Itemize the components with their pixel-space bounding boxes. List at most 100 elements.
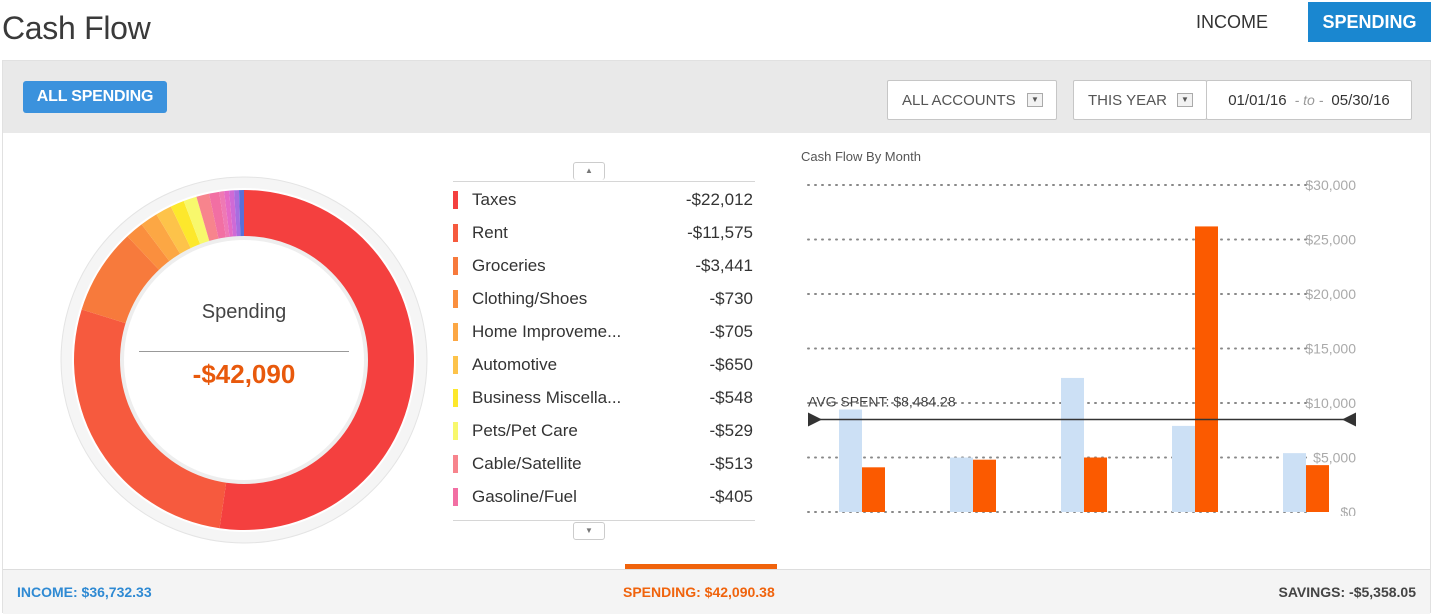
y-tick-label: $30,000 <box>1305 177 1356 193</box>
footer-savings[interactable]: SAVINGS: -$5,358.05 <box>1278 584 1416 600</box>
legend-swatch <box>453 355 458 374</box>
donut-svg <box>60 176 428 544</box>
average-marker-left <box>808 412 822 427</box>
legend-swatch <box>453 289 458 308</box>
bar[interactable] <box>1283 453 1306 512</box>
legend-item[interactable]: Clothing/Shoes -$730 <box>453 282 753 315</box>
legend-item[interactable]: Gasoline/Fuel -$405 <box>453 480 753 513</box>
legend-item-amount: -$650 <box>709 354 753 374</box>
donut-slice[interactable] <box>239 190 244 239</box>
y-tick-label: $20,000 <box>1305 286 1356 302</box>
view-tabs: INCOME SPENDING <box>1182 2 1431 42</box>
donut-slice[interactable] <box>156 206 192 256</box>
date-separator: - to - <box>1294 92 1324 108</box>
legend-item[interactable]: Taxes -$22,012 <box>453 183 753 216</box>
donut-slice[interactable] <box>196 193 219 243</box>
donut-slice[interactable] <box>209 191 227 241</box>
legend-item-amount: -$3,441 <box>695 255 753 275</box>
y-tick-label: $15,000 <box>1305 341 1356 357</box>
date-range-picker[interactable]: 01/01/16 - to - 05/30/16 <box>1206 80 1412 120</box>
bar[interactable] <box>1061 377 1084 512</box>
legend-swatch <box>453 454 458 473</box>
legend-swatch <box>453 421 458 440</box>
accounts-select[interactable]: ALL ACCOUNTS ▼ <box>887 80 1057 120</box>
y-tick-label: $0 <box>1340 504 1356 516</box>
accounts-select-label: ALL ACCOUNTS <box>902 91 1016 109</box>
legend-item-amount: -$705 <box>709 321 753 341</box>
legend-item[interactable]: Business Miscella... -$548 <box>453 381 753 414</box>
y-tick-label: $5,000 <box>1313 450 1356 466</box>
legend-swatch <box>453 223 458 242</box>
donut-slice[interactable] <box>81 236 161 324</box>
period-select[interactable]: THIS YEAR ▼ <box>1073 80 1207 120</box>
bar[interactable] <box>950 457 973 513</box>
chevron-down-icon[interactable]: ▼ <box>573 522 605 540</box>
tab-income[interactable]: INCOME <box>1196 12 1268 32</box>
y-tick-label: $25,000 <box>1305 232 1356 248</box>
legend-item-amount: -$529 <box>709 420 753 440</box>
legend-item[interactable]: Pets/Pet Care -$529 <box>453 414 753 447</box>
legend-item-amount: -$513 <box>709 453 753 473</box>
bar[interactable] <box>862 467 885 512</box>
donut-slice[interactable] <box>234 190 241 239</box>
donut-slice[interactable] <box>74 309 227 529</box>
average-marker-right <box>1342 412 1356 427</box>
legend-item-name: Clothing/Shoes <box>472 288 588 308</box>
spending-donut-chart: Spending -$42,090 <box>59 175 429 545</box>
donut-slice[interactable] <box>219 190 415 530</box>
legend-item[interactable]: Groceries -$3,441 <box>453 249 753 282</box>
legend-item-name: Gasoline/Fuel <box>472 486 577 506</box>
chevron-down-icon: ▼ <box>1027 93 1043 107</box>
page-title: Cash Flow <box>2 10 151 46</box>
legend-swatch <box>453 388 458 407</box>
legend-item-amount: -$11,575 <box>687 222 753 242</box>
bar[interactable] <box>1306 465 1329 512</box>
cash-flow-panel: ALL SPENDING ALL ACCOUNTS ▼ THIS YEAR ▼ … <box>2 60 1431 614</box>
y-tick-label: $10,000 <box>1305 395 1356 411</box>
legend-item-amount: -$405 <box>709 486 753 506</box>
footer-spending[interactable]: SPENDING: $42,090.38 <box>623 584 775 600</box>
donut-slice[interactable] <box>141 214 182 263</box>
bar[interactable] <box>839 409 862 512</box>
chart-title: Cash Flow By Month <box>801 149 921 164</box>
bar[interactable] <box>1172 425 1195 512</box>
average-label: AVG SPENT: $8,484.28 <box>808 394 956 410</box>
donut-slice[interactable] <box>127 224 171 272</box>
donut-slice[interactable] <box>224 190 234 239</box>
donut-slice[interactable] <box>229 190 237 239</box>
date-to[interactable]: 05/30/16 <box>1331 91 1390 109</box>
period-select-label: THIS YEAR <box>1088 91 1167 109</box>
donut-slice[interactable] <box>219 191 230 240</box>
legend-item-name: Business Miscella... <box>472 387 622 407</box>
legend-item[interactable]: Automotive -$650 <box>453 348 753 381</box>
legend-swatch <box>453 256 458 275</box>
donut-slice[interactable] <box>170 201 201 250</box>
all-spending-button[interactable]: ALL SPENDING <box>23 81 167 113</box>
bar[interactable] <box>1195 226 1218 513</box>
donut-hole <box>120 236 368 484</box>
bar[interactable] <box>1084 457 1107 513</box>
legend-item-name: Rent <box>472 222 508 242</box>
legend-item-name: Pets/Pet Care <box>472 420 578 440</box>
legend-item-amount: -$548 <box>709 387 753 407</box>
donut-slice[interactable] <box>183 196 210 246</box>
legend-item-name: Taxes <box>472 189 517 209</box>
tab-spending[interactable]: SPENDING <box>1308 2 1431 42</box>
bar[interactable] <box>973 459 996 512</box>
active-indicator <box>625 564 777 569</box>
filter-toolbar: ALL SPENDING ALL ACCOUNTS ▼ THIS YEAR ▼ … <box>3 61 1430 133</box>
legend-item[interactable]: Rent -$11,575 <box>453 216 753 249</box>
donut-center-value: -$42,090 <box>192 359 296 389</box>
legend-item[interactable]: Cable/Satellite -$513 <box>453 447 753 480</box>
legend-item-name: Automotive <box>472 354 558 374</box>
legend-item[interactable]: Home Improveme... -$705 <box>453 315 753 348</box>
summary-footer: INCOME: $36,732.33 SPENDING: $42,090.38 … <box>3 564 1430 614</box>
footer-income[interactable]: INCOME: $36,732.33 <box>17 584 152 600</box>
legend-swatch <box>453 190 458 209</box>
legend-swatch <box>453 487 458 506</box>
chevron-up-icon[interactable]: ▲ <box>573 162 605 180</box>
legend-item-name: Home Improveme... <box>472 321 622 341</box>
legend-swatch <box>453 322 458 341</box>
date-from[interactable]: 01/01/16 <box>1228 91 1287 109</box>
donut-center-label: Spending <box>201 301 287 323</box>
